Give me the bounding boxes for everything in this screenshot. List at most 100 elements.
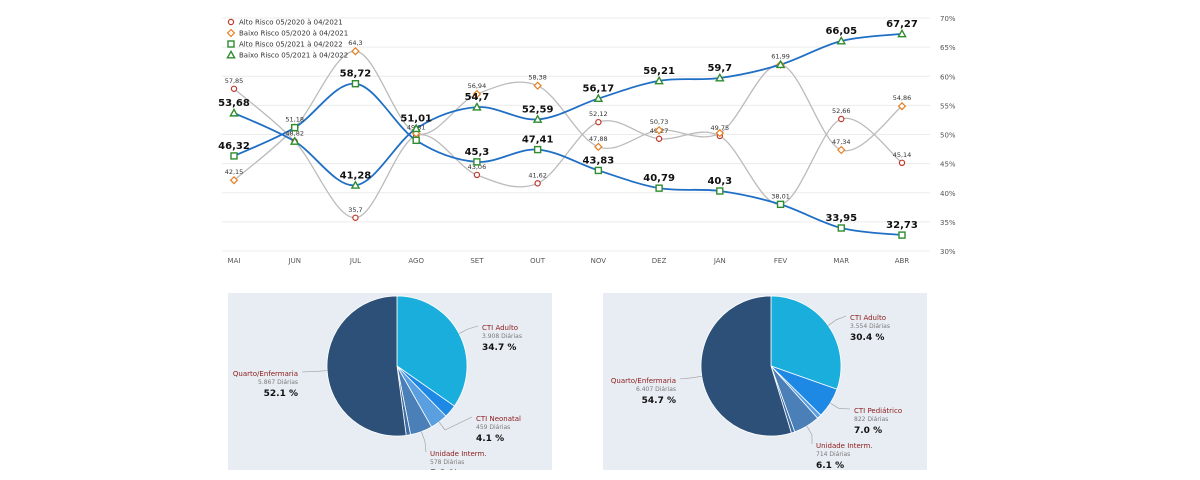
data-label: 41,62	[528, 171, 547, 179]
data-point	[473, 171, 481, 179]
y-tick-label: 70%	[940, 15, 956, 23]
slice-count: 6.407 Diárias	[636, 386, 676, 393]
data-label: 53,68	[218, 98, 250, 109]
slice-percent: 30.4 %	[850, 333, 884, 343]
data-label: 67,27	[886, 19, 918, 30]
data-label: 56,17	[583, 84, 615, 95]
data-point	[534, 180, 541, 187]
data-label: 48,82	[285, 129, 304, 137]
slice-name: Unidade Interm.	[430, 450, 487, 458]
data-label: 50,73	[650, 118, 669, 126]
slice-name: Unidade Interm.	[816, 442, 873, 450]
pie-slice	[700, 295, 792, 437]
data-point	[533, 81, 542, 90]
data-point	[351, 80, 360, 88]
data-point	[473, 158, 481, 166]
slice-name: Quarto/Enfermaria	[611, 377, 676, 385]
slice-percent: 52.1 %	[264, 389, 298, 399]
x-tick-label: ABR	[895, 257, 910, 265]
data-point	[532, 114, 543, 123]
data-label: 46,32	[218, 141, 250, 152]
slice-percent: 34.7 %	[482, 343, 516, 353]
data-point	[594, 142, 603, 152]
connector-line	[458, 325, 479, 334]
line-chart: 30% 35% 40% 45% 50% 55% 60% 65% 70% MAI JUN JUL AGO S…	[218, 15, 956, 265]
data-point	[837, 145, 846, 155]
data-point	[715, 72, 725, 82]
slice-count: 822 Diárias	[854, 416, 888, 423]
slice-count: 3.554 Diárias	[850, 323, 890, 330]
x-tick-label: DEZ	[652, 257, 667, 265]
slice-count: 578 Diárias	[430, 459, 464, 466]
legend-label: Baixo Risco 05/2021 à 04/2022	[239, 52, 348, 60]
y-tick-label: 50%	[940, 132, 956, 140]
y-tick-label: 45%	[940, 161, 956, 169]
data-point	[837, 224, 845, 232]
x-tick-label: JUN	[288, 257, 301, 265]
y-tick-label: 55%	[940, 102, 956, 110]
x-tick-label: MAI	[228, 257, 241, 265]
data-label: 47,41	[522, 135, 554, 146]
data-point	[351, 46, 360, 56]
x-tick-label: JAN	[713, 257, 726, 265]
slice-name: CTI Adulto	[482, 324, 518, 332]
data-label: 49,75	[711, 124, 730, 132]
data-label: 43,83	[583, 155, 615, 166]
data-label: 40,3	[707, 176, 732, 187]
series-line-1	[233, 88, 903, 219]
data-point	[291, 123, 299, 132]
slice-percent: 54.7 %	[642, 396, 676, 406]
slice-name: Quarto/Enfermaria	[233, 370, 298, 378]
data-point	[289, 136, 300, 145]
data-label: 43,06	[468, 163, 487, 171]
slice-count: 459 Diárias	[476, 424, 510, 431]
data-point	[229, 108, 239, 117]
data-point	[776, 200, 785, 209]
data-point	[229, 175, 239, 185]
pie-slice	[770, 295, 842, 390]
slice-count: 3.908 Diárias	[482, 333, 522, 340]
data-point	[838, 115, 845, 123]
data-label: 42,15	[225, 168, 244, 176]
data-label: 51,18	[285, 116, 304, 124]
data-label: 59,7	[707, 63, 732, 74]
slice-percent: 4.1 %	[476, 434, 504, 444]
slice-percent: 6.1 %	[816, 461, 844, 470]
data-point	[472, 102, 482, 111]
data-point	[230, 152, 238, 160]
x-tick-label: OUT	[530, 257, 546, 265]
data-point	[352, 214, 359, 221]
data-label: 47,34	[832, 138, 851, 146]
data-label: 45,14	[893, 151, 912, 159]
data-point	[593, 93, 604, 103]
data-label: 51,01	[400, 114, 432, 125]
data-point	[897, 28, 907, 38]
connector-line	[806, 425, 813, 445]
y-tick-label: 40%	[940, 190, 956, 198]
data-label: 52,66	[832, 107, 851, 115]
data-point	[411, 123, 421, 133]
data-point	[897, 101, 907, 111]
data-label: 66,05	[825, 26, 857, 37]
connector-line	[830, 402, 851, 410]
legend-label: Alto Risco 05/2021 à 04/2022	[239, 41, 343, 49]
slice-count: 714 Diárias	[816, 451, 850, 458]
data-label: 45,3	[465, 147, 490, 158]
connector-line	[679, 376, 702, 380]
x-tick-label: FEV	[774, 257, 787, 265]
data-label: 61,99	[771, 53, 790, 61]
connector-line	[827, 315, 847, 326]
data-point	[654, 75, 664, 85]
y-tick-label: 35%	[940, 219, 956, 227]
slice-percent: 7.0 %	[854, 426, 882, 436]
data-label: 41,28	[340, 170, 372, 181]
data-point	[472, 89, 482, 99]
data-label: 57,85	[225, 77, 244, 85]
x-tick-label: AGO	[408, 257, 424, 265]
data-point	[898, 231, 906, 239]
data-point	[655, 135, 663, 142]
data-label: 32,73	[886, 220, 918, 231]
series-line-2	[233, 50, 903, 181]
data-point	[350, 180, 361, 189]
x-tick-label: SET	[470, 257, 484, 265]
